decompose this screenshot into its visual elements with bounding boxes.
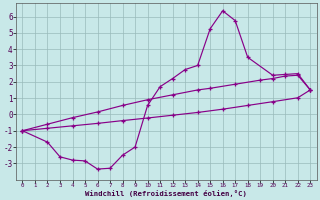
X-axis label: Windchill (Refroidissement éolien,°C): Windchill (Refroidissement éolien,°C) (85, 190, 247, 197)
